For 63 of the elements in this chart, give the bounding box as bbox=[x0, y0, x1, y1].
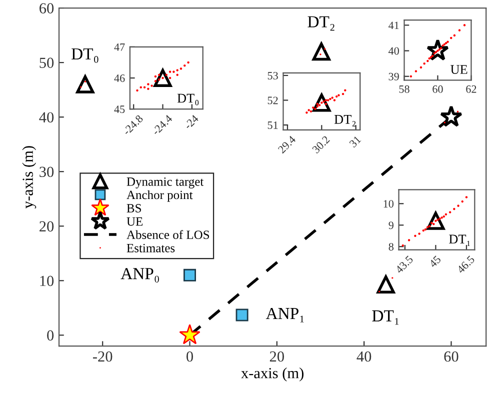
y-tick-label: 46 bbox=[114, 74, 125, 82]
legend-label: UE bbox=[126, 217, 143, 226]
y-tick-label: 39 bbox=[388, 72, 399, 80]
x-tick-label: 58 bbox=[399, 85, 410, 93]
x-tick-label: 60 bbox=[432, 85, 443, 93]
y-tick-label: 0 bbox=[47, 330, 54, 341]
x-tick-label: 31 bbox=[348, 136, 362, 148]
annotation: UE bbox=[450, 65, 468, 74]
legend-label: BS bbox=[126, 204, 141, 212]
y-tick-label: 10 bbox=[384, 200, 394, 208]
x-tick-label: 62 bbox=[466, 85, 476, 93]
y-tick-label: 30 bbox=[40, 166, 54, 178]
annotation: DT₁ bbox=[449, 234, 470, 246]
y-axis-title: y-axis (m) bbox=[22, 146, 36, 208]
legend-label: Estimates bbox=[126, 244, 175, 252]
y-tick-label: 50 bbox=[40, 58, 54, 68]
annotation: DT₂ bbox=[308, 16, 334, 31]
x-tick-label: 46.5 bbox=[456, 255, 476, 274]
point bbox=[168, 76, 172, 80]
annotation: DT₁ bbox=[372, 310, 399, 325]
point bbox=[236, 308, 248, 322]
y-tick-label: 60 bbox=[40, 3, 54, 14]
legend-label: Dynamic target bbox=[126, 177, 204, 188]
x-tick-label: -20 bbox=[92, 351, 112, 362]
y-tick-label: 10 bbox=[40, 276, 54, 286]
point bbox=[312, 94, 331, 112]
y-tick-label: 47 bbox=[114, 43, 125, 51]
annotation: DT₀ bbox=[72, 48, 98, 63]
y-tick-label: 51 bbox=[268, 121, 278, 129]
point bbox=[179, 324, 200, 344]
point bbox=[424, 228, 427, 231]
y-tick-label: 40 bbox=[388, 47, 399, 55]
annotation: ANP₀ bbox=[120, 268, 159, 283]
x-tick-label: 30.2 bbox=[312, 135, 330, 154]
point bbox=[426, 212, 445, 230]
x-tick-label: 43.5 bbox=[394, 255, 414, 274]
point bbox=[184, 268, 196, 282]
x-tick-label: 60 bbox=[444, 351, 458, 362]
point bbox=[342, 92, 344, 96]
annotation: DT₂ bbox=[334, 115, 356, 126]
y-tick-label: 9 bbox=[388, 222, 394, 230]
point bbox=[324, 102, 328, 106]
y-tick-label: 20 bbox=[40, 221, 54, 232]
point bbox=[376, 275, 395, 294]
x-tick-label: -24 bbox=[184, 114, 199, 130]
x-tick-label: 45 bbox=[428, 255, 442, 268]
legend-label: Absence of LOS bbox=[126, 230, 210, 240]
y-tick-label: 45 bbox=[114, 106, 125, 114]
x-tick-label: 40 bbox=[356, 351, 372, 362]
y-tick-label: 53 bbox=[268, 72, 278, 80]
x-tick-label: 0 bbox=[186, 351, 193, 362]
x-tick-label: 29.4 bbox=[278, 135, 296, 154]
x-axis-title: x-axis (m) bbox=[241, 368, 304, 382]
y-tick-label: 52 bbox=[268, 96, 278, 104]
point bbox=[440, 105, 463, 127]
annotation: ANP₁ bbox=[266, 308, 304, 322]
legend-label: Anchor point bbox=[126, 190, 193, 202]
y-tick-label: 8 bbox=[388, 243, 394, 251]
point bbox=[76, 75, 94, 94]
y-tick-label: 41 bbox=[388, 22, 399, 30]
point bbox=[312, 42, 330, 61]
point bbox=[154, 75, 157, 78]
annotation: DT₀ bbox=[177, 94, 199, 106]
